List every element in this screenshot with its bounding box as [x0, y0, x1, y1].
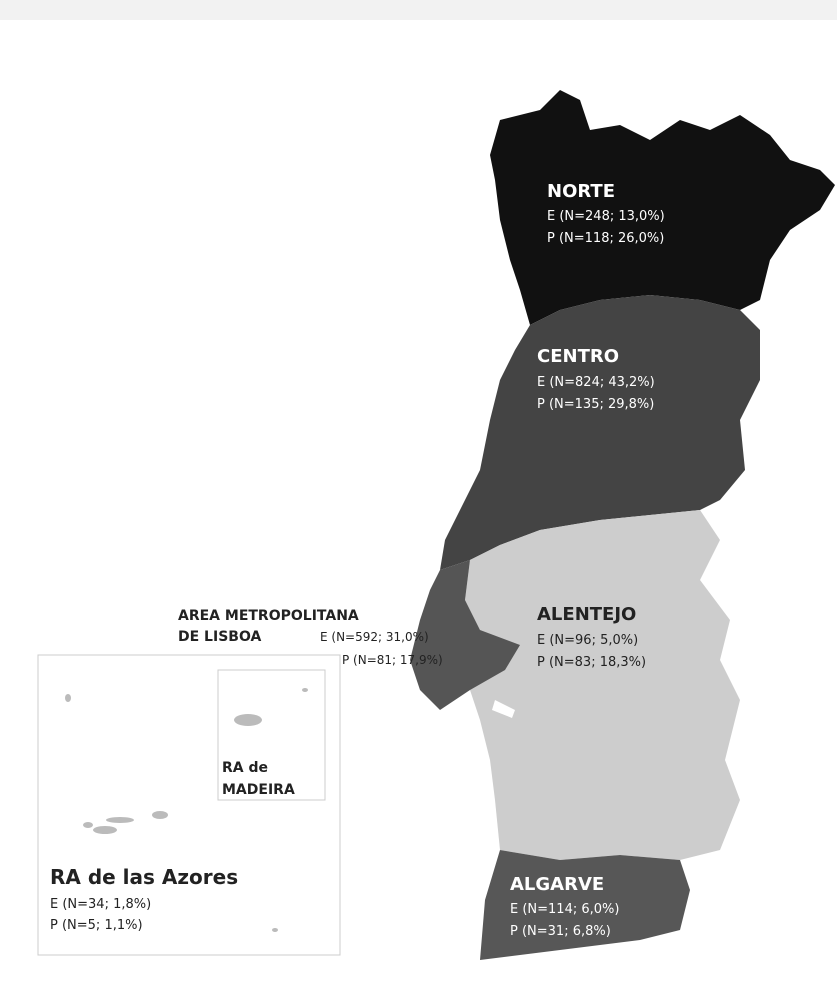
region-name: DE LISBOA: [178, 629, 261, 645]
region-p: P (N=118; 26,0%): [547, 231, 664, 246]
region-name: ALGARVE: [510, 874, 604, 895]
region-name: ALENTEJO: [537, 604, 636, 625]
region-name: AREA METROPOLITANA: [178, 608, 359, 624]
region-p: P (N=5; 1,1%): [50, 918, 143, 933]
islands: [65, 688, 308, 932]
region-algarve: [480, 850, 690, 960]
region-name: RA de las Azores: [50, 865, 238, 889]
region-p: P (N=135; 29,8%): [537, 397, 654, 412]
region-name: CENTRO: [537, 346, 619, 367]
region-e: E (N=824; 43,2%): [537, 375, 655, 390]
inset-madeira: [217, 669, 326, 801]
region-alentejo: [465, 510, 740, 860]
region-p: P (N=81; 17,9%): [342, 653, 443, 667]
region-e: E (N=96; 5,0%): [537, 633, 638, 648]
region-e: E (N=34; 1,8%): [50, 897, 151, 912]
region-p: P (N=31; 6,8%): [510, 924, 611, 939]
region-p: P (N=83; 18,3%): [537, 655, 646, 670]
region-name: RA de: [222, 760, 268, 776]
region-e: E (N=114; 6,0%): [510, 902, 619, 917]
region-e: E (N=592; 31,0%): [320, 630, 429, 644]
region-name: MADEIRA: [222, 782, 295, 798]
inset-azores: [37, 654, 341, 956]
region-e: E (N=248; 13,0%): [547, 209, 665, 224]
region-lisboa: [410, 560, 520, 710]
region-centro: [440, 295, 760, 570]
region-name: NORTE: [547, 181, 615, 202]
region-norte: [490, 90, 835, 325]
top-band: [0, 0, 837, 20]
